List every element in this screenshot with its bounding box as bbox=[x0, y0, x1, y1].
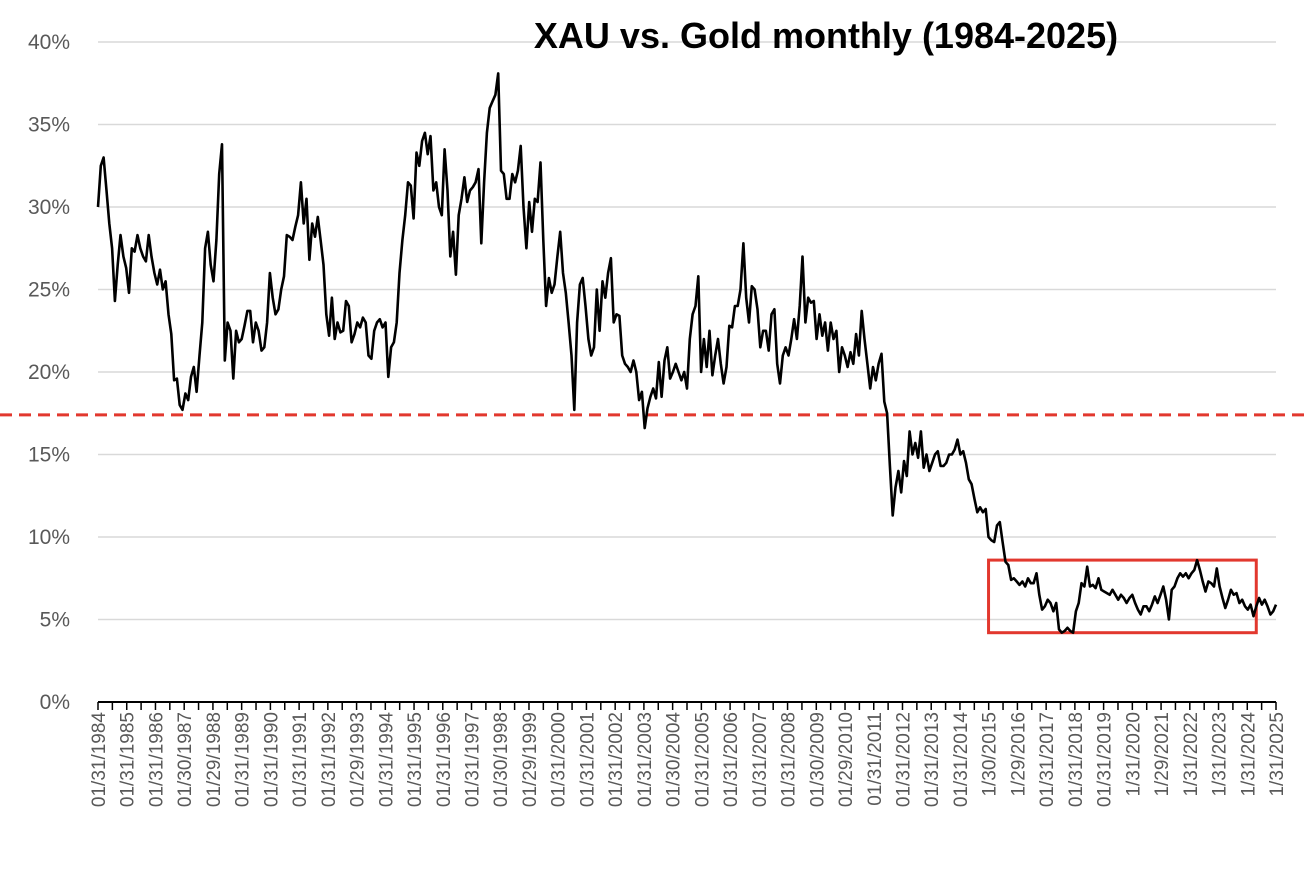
x-tick-label: 01/30/1998 bbox=[491, 712, 512, 807]
x-tick-label: 01/30/2009 bbox=[807, 712, 828, 807]
x-tick-label: 01/31/1986 bbox=[146, 712, 167, 807]
x-tick-label: 01/31/1995 bbox=[405, 712, 426, 807]
highlight-box bbox=[987, 558, 1258, 635]
y-tick-label: 10% bbox=[28, 526, 70, 549]
x-tick-label: 01/31/2007 bbox=[750, 712, 771, 807]
x-tick-label: 01/31/2000 bbox=[549, 712, 570, 807]
x-tick-label: 01/31/1984 bbox=[89, 712, 110, 808]
x-tick-label: 1/29/2021 bbox=[1152, 712, 1173, 797]
y-axis-ticks: 0% 5% 10% 15% 20% 25% 30% 35% 40% bbox=[28, 31, 70, 714]
x-tick-label: 01/31/1989 bbox=[233, 712, 254, 807]
x-tick-label: 01/31/2013 bbox=[922, 712, 943, 807]
x-tick-label: 01/31/2014 bbox=[951, 712, 972, 808]
x-tick-label: 01/29/1988 bbox=[204, 712, 225, 807]
y-tick-label: 15% bbox=[28, 444, 70, 467]
x-tick-label: 1/31/2024 bbox=[1238, 712, 1259, 797]
y-tick-label: 5% bbox=[40, 609, 70, 632]
x-tick-label: 01/31/1991 bbox=[290, 712, 311, 807]
x-tick-label: 1/29/2016 bbox=[1008, 712, 1029, 797]
chart-title: XAU vs. Gold monthly (1984-2025) bbox=[534, 15, 1118, 56]
y-tick-label: 30% bbox=[28, 196, 70, 219]
x-tick-label: 01/31/1994 bbox=[376, 712, 397, 808]
x-tick-label: 01/31/2019 bbox=[1095, 712, 1116, 807]
x-tick-label: 01/31/2005 bbox=[692, 712, 713, 807]
x-tick-label: 01/31/1990 bbox=[261, 712, 282, 807]
y-tick-label: 20% bbox=[28, 361, 70, 384]
x-tick-label: 01/30/2004 bbox=[664, 712, 685, 808]
x-tick-label: 01/31/2017 bbox=[1037, 712, 1058, 807]
x-tick-label: 01/31/2011 bbox=[865, 712, 886, 806]
x-tick-label: 1/30/2015 bbox=[980, 712, 1001, 797]
x-tick-label: 01/31/2012 bbox=[893, 712, 914, 807]
x-tick-label: 01/29/2010 bbox=[836, 712, 857, 807]
y-tick-label: 0% bbox=[40, 691, 70, 714]
x-tick-label: 1/31/2025 bbox=[1267, 712, 1288, 797]
y-tick-label: 25% bbox=[28, 279, 70, 302]
x-tick-label: 01/31/2018 bbox=[1066, 712, 1087, 807]
x-tick-label: 01/31/2001 bbox=[577, 712, 598, 807]
x-tick-label: 1/31/2023 bbox=[1210, 712, 1231, 797]
x-tick-label: 01/31/1985 bbox=[118, 712, 139, 807]
x-tick-label: 01/31/1996 bbox=[434, 712, 455, 807]
x-tick-label: 01/31/2002 bbox=[606, 712, 627, 807]
series-line bbox=[96, 72, 1278, 634]
y-tick-label: 35% bbox=[28, 114, 70, 137]
x-tick-label: 01/29/1999 bbox=[520, 712, 541, 807]
x-tick-label: 01/31/1992 bbox=[319, 712, 340, 807]
x-axis-ticks: 01/31/1984 01/31/1985 01/31/1986 01/30/1987… bbox=[89, 702, 1288, 807]
y-tick-label: 40% bbox=[28, 31, 70, 54]
x-tick-label: 01/31/2003 bbox=[635, 712, 656, 807]
x-tick-label: 01/31/2008 bbox=[779, 712, 800, 807]
x-tick-label: 01/31/2006 bbox=[721, 712, 742, 807]
x-tick-label: 01/31/1997 bbox=[463, 712, 484, 807]
x-tick-label: 01/29/1993 bbox=[348, 712, 369, 807]
x-tick-label: 1/31/2020 bbox=[1123, 712, 1144, 797]
gridlines bbox=[98, 41, 1276, 621]
x-tick-label: 1/31/2022 bbox=[1181, 712, 1202, 797]
x-tick-label: 01/30/1987 bbox=[175, 712, 196, 807]
